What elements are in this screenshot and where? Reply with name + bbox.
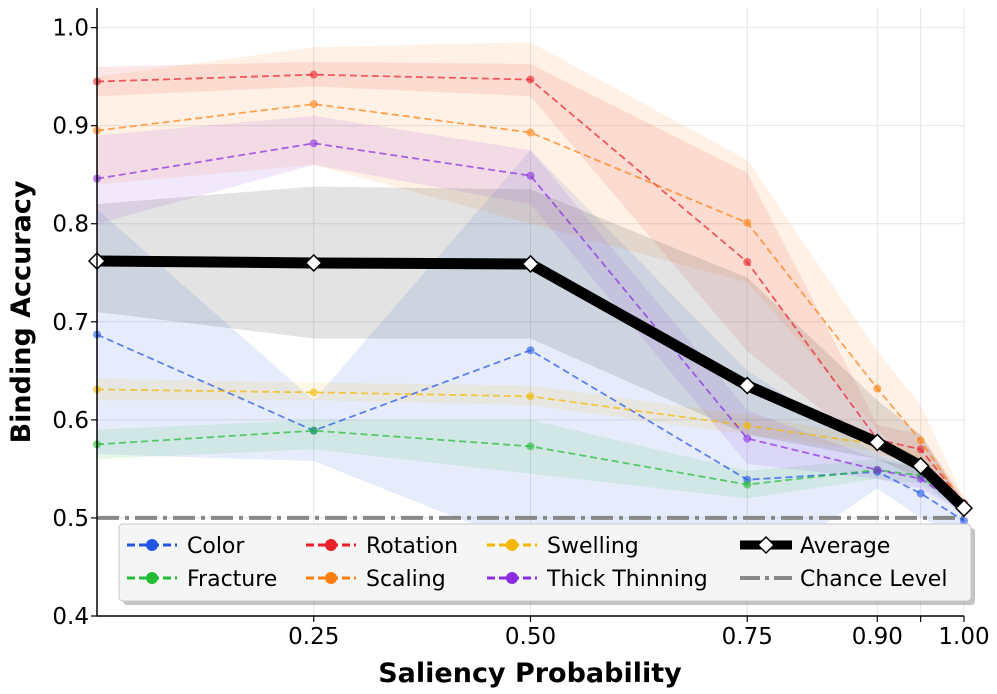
legend-marker-swelling (506, 539, 518, 551)
point-rotation (916, 445, 925, 454)
point-average (738, 376, 757, 395)
legend-label-fracture: Fracture (187, 567, 277, 592)
point-rotation (309, 70, 318, 79)
point-color (526, 346, 535, 355)
legend-marker-scaling (325, 572, 337, 584)
legend-label-chance-level: Chance Level (800, 567, 947, 592)
point-scaling (309, 100, 318, 109)
point-scaling (916, 436, 925, 445)
band-thick-thinning (97, 115, 964, 514)
y-tick-label: 0.6 (52, 408, 89, 434)
point-swelling (309, 388, 318, 397)
point-color (960, 516, 968, 525)
point-average (304, 253, 323, 273)
x-tick-label: 0.50 (505, 624, 556, 650)
point-average (911, 456, 930, 476)
legend-label-rotation: Rotation (366, 534, 458, 559)
legend: Color Fracture Rotation Scaling Swelling Thic… (118, 523, 975, 605)
point-thick-thinning (309, 139, 318, 148)
legend-label-thick-thinning: Thick Thinning (546, 567, 708, 592)
point-thick-thinning (743, 434, 752, 443)
series-lines (93, 70, 968, 525)
y-tick-label: 0.7 (52, 310, 89, 336)
point-rotation (743, 257, 752, 266)
legend-marker-average (756, 535, 776, 555)
x-axis-ticks: 0.25 0.50 0.75 0.90 1.00 (288, 616, 990, 650)
point-scaling (526, 128, 535, 137)
point-thick-thinning (526, 171, 535, 180)
average-line (87, 251, 974, 518)
band-color (97, 150, 964, 577)
x-tick-label: 0.90 (852, 624, 903, 650)
y-tick-label: 0.9 (52, 114, 89, 140)
y-tick-label: 0.5 (52, 506, 89, 532)
band-rotation (97, 61, 964, 509)
point-swelling (743, 421, 752, 430)
point-fracture (309, 426, 318, 435)
legend-marker-color (146, 539, 158, 551)
y-tick-label: 0.8 (52, 212, 89, 238)
point-average (868, 433, 887, 452)
x-tick-label: 1.00 (938, 624, 989, 650)
legend-label-color: Color (187, 534, 245, 559)
legend-label-swelling: Swelling (547, 534, 639, 559)
band-fracture (97, 419, 964, 514)
y-axis-title: Binding Accuracy (6, 180, 37, 443)
band-swelling (97, 378, 964, 514)
point-thick-thinning (916, 474, 925, 483)
legend-marker-thick-thinning (506, 572, 518, 584)
point-color (916, 489, 925, 498)
legend-label-average: Average (800, 534, 890, 559)
band-scaling (97, 42, 964, 514)
y-tick-label: 1.0 (52, 16, 89, 42)
point-rotation (526, 75, 535, 84)
point-thick-thinning (873, 465, 882, 474)
point-swelling (526, 392, 535, 401)
point-average (521, 254, 540, 274)
y-tick-label: 0.4 (52, 604, 89, 630)
legend-label-scaling: Scaling (366, 567, 446, 592)
x-axis-title: Saliency Probability (378, 658, 682, 689)
x-tick-label: 0.75 (722, 624, 773, 650)
point-fracture (743, 480, 752, 489)
x-tick-label: 0.25 (288, 624, 339, 650)
point-average (954, 499, 974, 518)
point-scaling (743, 218, 752, 227)
point-scaling (873, 384, 882, 393)
point-fracture (526, 442, 535, 451)
legend-marker-fracture (146, 572, 158, 584)
y-axis-ticks: 0.4 0.5 0.6 0.7 0.8 0.9 1.0 (52, 16, 97, 630)
legend-marker-rotation (325, 539, 337, 551)
